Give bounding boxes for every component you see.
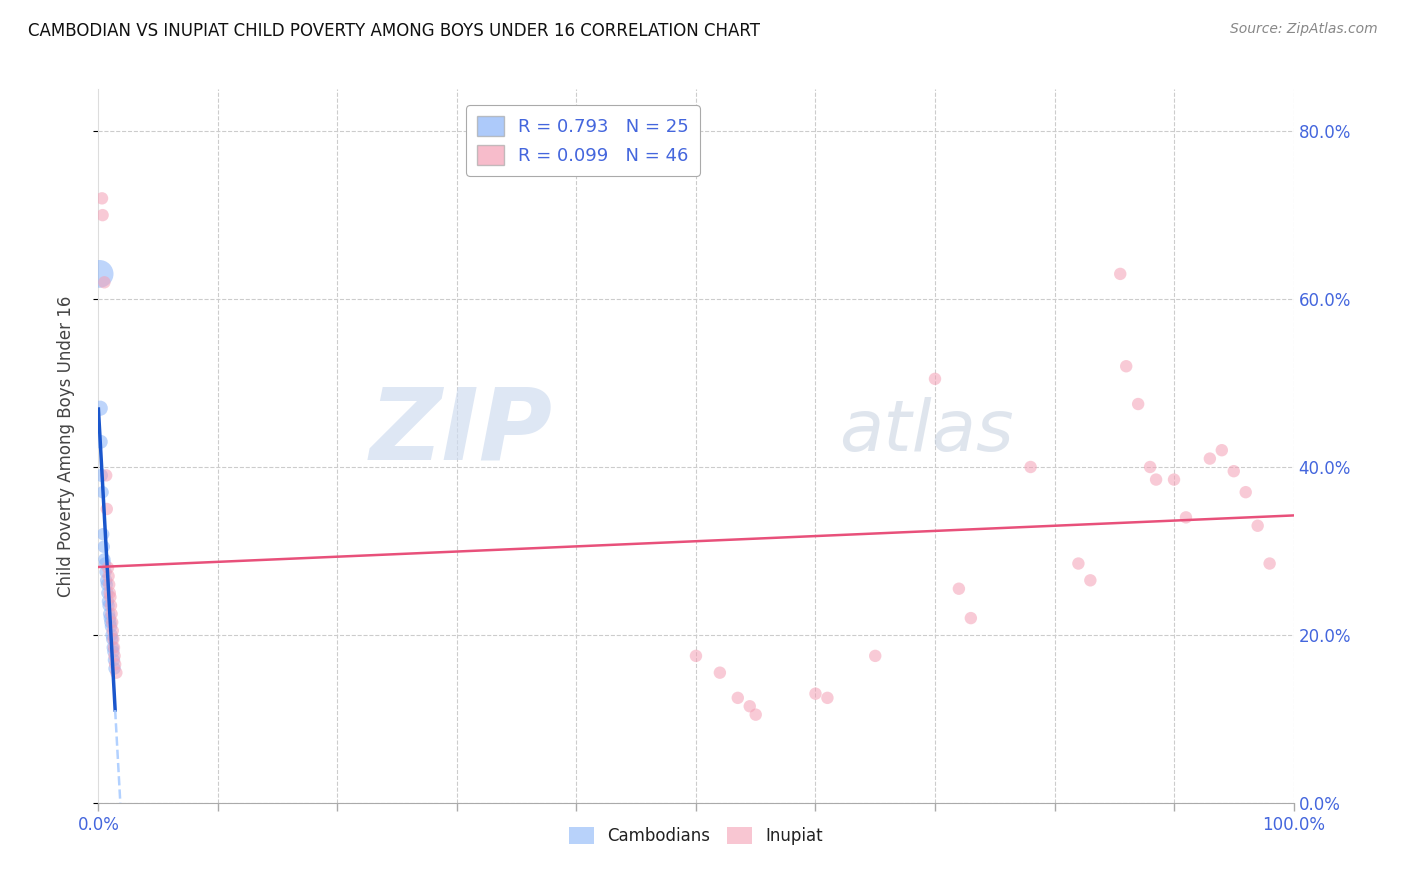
- Point: [97, 599, 120, 613]
- Point: [104, 657, 127, 672]
- Point: [100, 619, 122, 633]
- Point: [96, 502, 118, 516]
- Point: [97, 569, 120, 583]
- Point: [103, 640, 125, 655]
- Point: [960, 611, 983, 625]
- Point: [103, 648, 125, 663]
- Point: [105, 665, 128, 680]
- Point: [98, 611, 121, 625]
- Text: CAMBODIAN VS INUPIAT CHILD POVERTY AMONG BOYS UNDER 16 CORRELATION CHART: CAMBODIAN VS INUPIAT CHILD POVERTY AMONG…: [28, 22, 761, 40]
- Point: [100, 628, 122, 642]
- Point: [98, 607, 121, 621]
- Point: [1211, 443, 1233, 458]
- Point: [90, 434, 112, 449]
- Point: [1234, 485, 1257, 500]
- Point: [1067, 557, 1090, 571]
- Point: [1258, 557, 1281, 571]
- Point: [1080, 574, 1102, 588]
- Point: [91, 191, 114, 205]
- Point: [94, 557, 117, 571]
- Point: [96, 574, 118, 588]
- Point: [93, 552, 115, 566]
- Point: [96, 577, 118, 591]
- Point: [98, 586, 121, 600]
- Point: [745, 707, 768, 722]
- Point: [1128, 397, 1150, 411]
- Text: ZIP: ZIP: [370, 384, 553, 480]
- Point: [1223, 464, 1246, 478]
- Point: [89, 401, 111, 416]
- Point: [815, 690, 838, 705]
- Point: [98, 577, 121, 591]
- Text: Source: ZipAtlas.com: Source: ZipAtlas.com: [1230, 22, 1378, 37]
- Point: [738, 699, 761, 714]
- Point: [804, 687, 827, 701]
- Point: [1144, 473, 1167, 487]
- Point: [91, 527, 114, 541]
- Point: [103, 632, 125, 646]
- Point: [97, 594, 120, 608]
- Point: [103, 661, 125, 675]
- Point: [98, 590, 122, 604]
- Point: [93, 275, 115, 289]
- Point: [948, 582, 970, 596]
- Point: [94, 565, 117, 579]
- Point: [91, 485, 114, 500]
- Point: [1139, 460, 1161, 475]
- Point: [101, 615, 124, 630]
- Point: [709, 665, 731, 680]
- Point: [98, 615, 122, 630]
- Point: [865, 648, 887, 663]
- Point: [93, 540, 115, 554]
- Point: [1247, 518, 1270, 533]
- Point: [1115, 359, 1137, 374]
- Point: [1163, 473, 1185, 487]
- Point: [96, 468, 118, 483]
- Point: [101, 632, 124, 646]
- Point: [685, 648, 707, 663]
- Y-axis label: Child Poverty Among Boys Under 16: Child Poverty Among Boys Under 16: [56, 295, 75, 597]
- Point: [90, 468, 112, 483]
- Legend: Cambodians, Inupiat: Cambodians, Inupiat: [562, 820, 830, 852]
- Point: [727, 690, 749, 705]
- Point: [1199, 451, 1222, 466]
- Point: [101, 624, 124, 638]
- Point: [1019, 460, 1042, 475]
- Text: atlas: atlas: [839, 397, 1014, 467]
- Point: [100, 607, 122, 621]
- Point: [100, 599, 122, 613]
- Point: [97, 560, 120, 574]
- Point: [101, 640, 124, 655]
- Point: [96, 586, 118, 600]
- Point: [91, 208, 114, 222]
- Point: [103, 645, 125, 659]
- Point: [1109, 267, 1132, 281]
- Point: [1175, 510, 1198, 524]
- Point: [89, 267, 111, 281]
- Point: [924, 372, 946, 386]
- Point: [103, 653, 125, 667]
